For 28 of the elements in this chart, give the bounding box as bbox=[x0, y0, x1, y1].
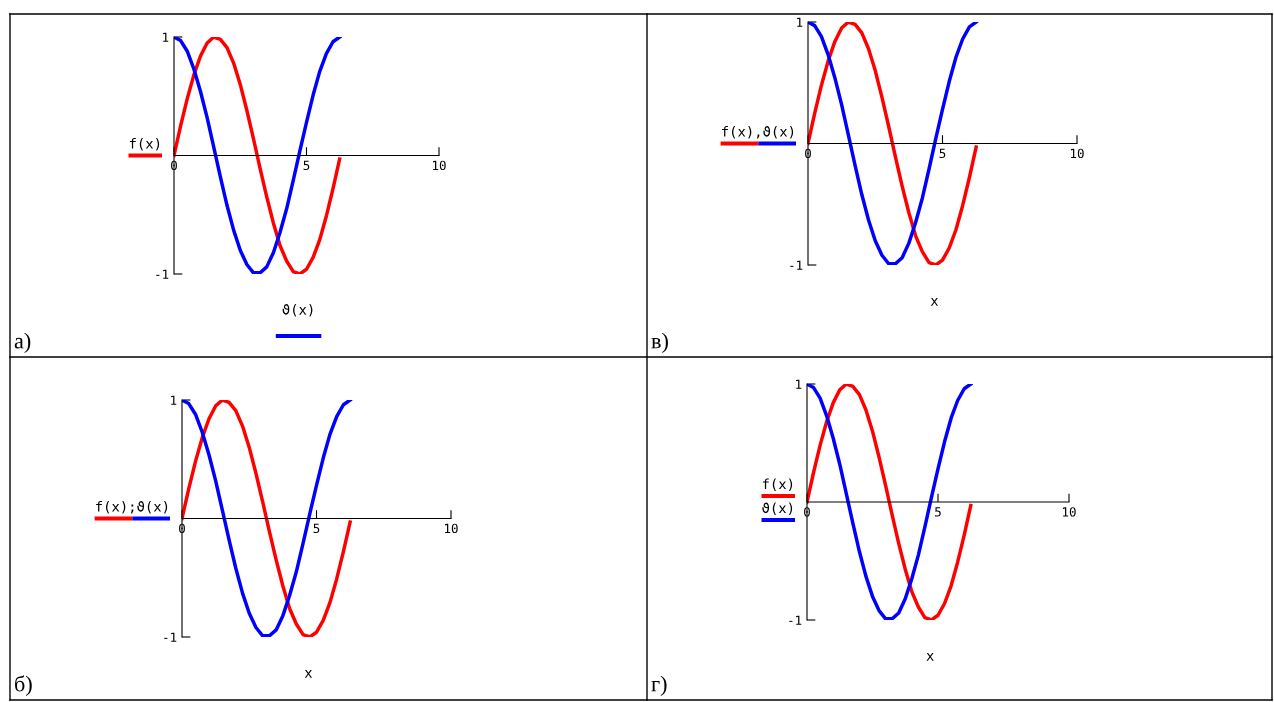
y-tick-label: 1 bbox=[163, 32, 169, 42]
y-tick-label: 1 bbox=[171, 395, 177, 405]
x-tick-label: 5 bbox=[303, 160, 310, 171]
x-axis-title: ϑ(x) bbox=[282, 303, 313, 317]
y-axis-title: f(x) ϑ(x) bbox=[762, 478, 793, 515]
x-tick-label: 5 bbox=[935, 507, 941, 517]
y-tick-label: -1 bbox=[156, 269, 169, 279]
y-axis-title: f(x),ϑ(x) bbox=[722, 125, 794, 139]
y-axis-title: f(x);ϑ(x) bbox=[96, 500, 168, 514]
x-axis-title: x bbox=[930, 298, 939, 306]
y-tick-label: 1 bbox=[797, 17, 803, 27]
text: а) bbox=[14, 332, 31, 353]
y-tick-label: -1 bbox=[164, 632, 177, 642]
x-axis-title: x bbox=[926, 653, 934, 661]
x-tick-label: 5 bbox=[939, 148, 946, 159]
x-tick-label: 10 bbox=[444, 523, 458, 534]
x-tick-label: 5 bbox=[313, 523, 320, 534]
y-tick-label: -1 bbox=[789, 615, 802, 625]
x-tick-label: 10 bbox=[1070, 148, 1084, 159]
text: б) bbox=[15, 675, 32, 696]
y-axis-title: f(x) bbox=[129, 138, 160, 151]
x-axis-title: x bbox=[304, 670, 313, 678]
text: в) bbox=[651, 332, 668, 353]
y-tick-label: 1 bbox=[796, 379, 802, 389]
text: г) bbox=[651, 675, 667, 696]
y-tick-label: -1 bbox=[790, 260, 803, 270]
x-tick-label: 10 bbox=[432, 160, 446, 171]
x-tick-label: 10 bbox=[1062, 507, 1076, 517]
